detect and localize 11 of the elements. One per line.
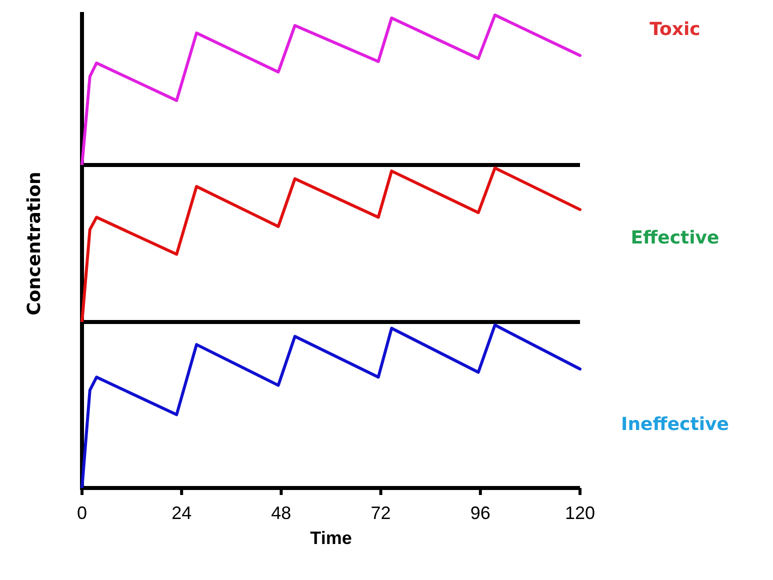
x-tick-label: 24 bbox=[172, 503, 192, 523]
x-tick-label: 120 bbox=[564, 503, 596, 523]
text: Toxic bbox=[650, 18, 700, 40]
x-tick-label: 72 bbox=[370, 503, 391, 523]
x-axis-title: Time bbox=[310, 528, 352, 548]
x-tick-label: 0 bbox=[76, 503, 88, 523]
x-tick-label: 96 bbox=[470, 503, 490, 523]
text: Ineffective bbox=[621, 414, 729, 435]
y-axis-title: Concentration bbox=[24, 172, 45, 316]
x-tick-label: 48 bbox=[271, 503, 292, 523]
text: Effective bbox=[630, 228, 720, 248]
